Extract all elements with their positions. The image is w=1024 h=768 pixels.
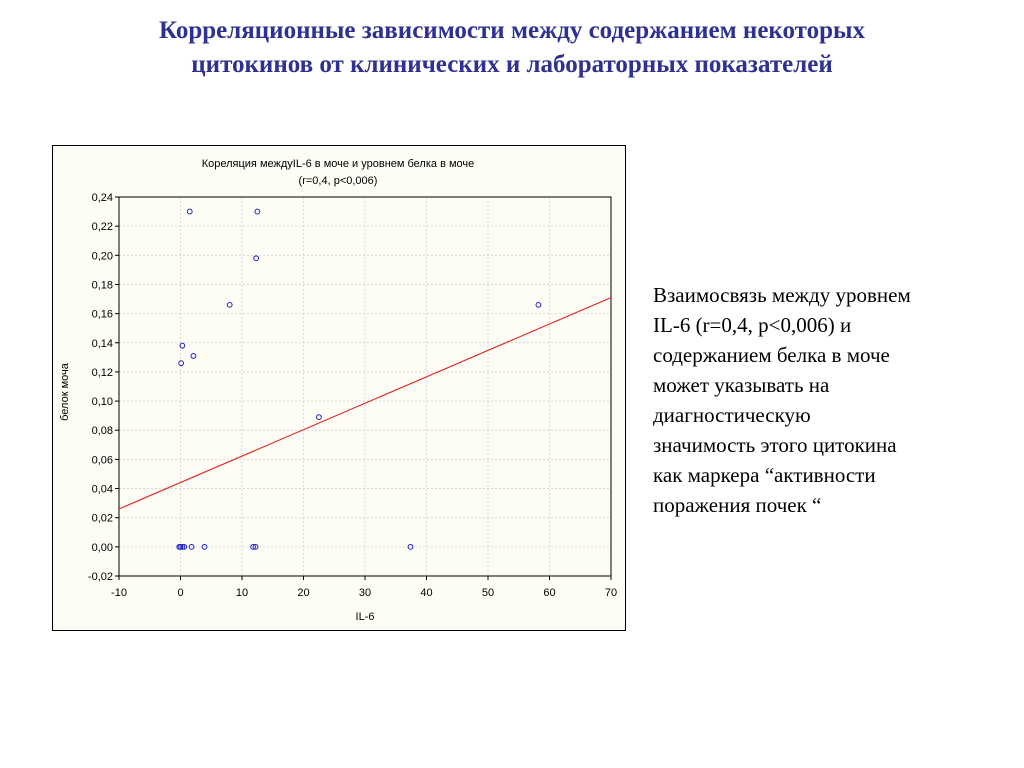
data-point	[252, 543, 259, 550]
description-line-6: значимость этого цитокина	[653, 433, 897, 457]
data-points	[176, 208, 542, 550]
data-point	[179, 543, 186, 550]
data-point	[407, 543, 414, 550]
y-tick-label: 0,12	[92, 367, 113, 379]
data-point	[179, 342, 186, 349]
description-line-2: IL-6 (r=0,4, p<0,006) и	[653, 313, 852, 337]
x-tick-label: 0	[177, 587, 183, 599]
data-point	[315, 414, 322, 421]
y-tick-label: 0,04	[92, 484, 113, 496]
y-tick-label: 0,22	[92, 221, 113, 233]
y-tick-label: 0,06	[92, 454, 113, 466]
y-tick-label: 0,24	[92, 192, 113, 204]
regression-line-layer	[118, 297, 612, 510]
data-point	[176, 543, 183, 550]
description-line-8: поражения почек “	[653, 493, 822, 517]
x-tick-label: 30	[359, 587, 371, 599]
description-line-4: может указывать на	[653, 373, 830, 397]
y-tick-label: 0,14	[92, 338, 113, 350]
data-point	[226, 301, 233, 308]
scatter-chart-panel: Кореляция междуIL-6 в моче и уровнем бел…	[52, 145, 626, 631]
x-tick-label: 10	[236, 587, 248, 599]
data-point	[535, 301, 542, 308]
data-point	[201, 543, 208, 550]
data-point	[250, 543, 256, 550]
y-tick-label: 0,16	[92, 309, 113, 321]
data-point	[188, 543, 195, 550]
description-line-7: как маркера “активности	[653, 463, 876, 487]
description-line-5: диагностическую	[653, 403, 811, 427]
y-axis-label: белок моча	[59, 362, 71, 421]
description-line-3: содержанием белка в моче	[653, 343, 890, 367]
description-line-1: Взаимосвязь между уровнем	[653, 283, 911, 307]
x-tick-label: 60	[543, 587, 555, 599]
y-tick-label: 0,00	[92, 542, 113, 554]
x-axis-label: IL-6	[356, 611, 375, 623]
data-point	[190, 352, 197, 359]
regression-line	[118, 297, 612, 510]
y-tick-label: -0,02	[88, 571, 113, 583]
axis-ticks: -10 0 10 20 30 40 50 60 70 -0,02 0,00 0,02 0,04 0,06 0…	[88, 192, 617, 599]
y-tick-label: 0,20	[92, 250, 113, 262]
y-tick-label: 0,08	[92, 425, 113, 437]
x-tick-label: -10	[111, 587, 127, 599]
slide-title-line-2: цитокинов от клинических и лабораторных …	[191, 51, 833, 78]
y-tick-label: 0,02	[92, 513, 113, 525]
x-tick-label: 50	[482, 587, 494, 599]
slide-title: Корреляционные зависимости между содержа…	[60, 14, 964, 82]
x-tick-label: 40	[420, 587, 432, 599]
y-tick-label: 0,10	[92, 396, 113, 408]
slide-title-line-1: Корреляционные зависимости между содержа…	[158, 17, 866, 44]
y-tick-label: 0,18	[92, 279, 113, 291]
data-point	[186, 208, 193, 215]
data-point	[254, 208, 261, 215]
x-tick-label: 20	[297, 587, 309, 599]
chart-title: Кореляция междуIL-6 в моче и уровнем бел…	[202, 158, 475, 170]
chart-grid	[118, 196, 612, 577]
description-text: Взаимосвязь между уровнем IL-6 (r=0,4, p…	[653, 280, 983, 520]
data-point	[253, 255, 260, 262]
chart-subtitle: (r=0,4, p<0,006)	[299, 175, 378, 187]
scatter-chart: Кореляция междуIL-6 в моче и уровнем бел…	[59, 158, 617, 623]
data-point	[178, 360, 185, 367]
x-tick-label: 70	[605, 587, 617, 599]
